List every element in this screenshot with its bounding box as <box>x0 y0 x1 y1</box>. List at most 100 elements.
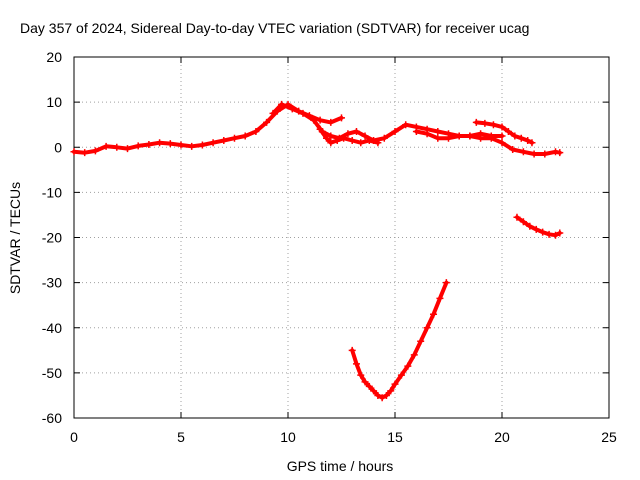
data-point <box>327 118 335 126</box>
data-point <box>410 351 418 359</box>
data-point <box>357 371 365 379</box>
data-point <box>344 130 352 138</box>
data-point <box>231 134 238 142</box>
data-point <box>188 142 196 150</box>
data-point <box>434 134 442 142</box>
data-point <box>81 149 89 157</box>
data-point <box>404 362 412 370</box>
data-point <box>472 118 480 126</box>
data-point <box>387 387 395 395</box>
data-point <box>102 142 110 150</box>
data-point <box>517 134 525 142</box>
data-point <box>288 105 296 113</box>
y-tick-label: -10 <box>42 184 62 200</box>
data-point <box>374 139 382 147</box>
data-point <box>333 136 341 144</box>
axis-ticks: 0 5 10 15 20 25 -60 -50 -40 -30 -20 -10 0 10 20 <box>42 49 617 445</box>
data-point <box>352 127 360 135</box>
data-point <box>541 150 549 158</box>
series-2 <box>316 125 382 147</box>
data-point <box>348 136 356 144</box>
series-trail <box>350 280 449 400</box>
series-3 <box>412 127 506 142</box>
x-tick-label: 15 <box>387 429 403 445</box>
x-tick-label: 25 <box>601 429 617 445</box>
y-axis-label: SDTVAR / TECUs <box>7 182 23 294</box>
data-point <box>434 127 442 135</box>
y-tick-label: -40 <box>42 320 62 336</box>
data-point <box>545 230 553 238</box>
data-point <box>391 127 399 135</box>
x-tick-label: 0 <box>70 429 78 445</box>
data-point <box>365 382 373 390</box>
y-tick-label: -50 <box>42 365 62 381</box>
y-tick-label: -20 <box>42 230 62 246</box>
series-6 <box>348 279 450 402</box>
data-point <box>528 139 536 147</box>
data-point <box>361 132 369 140</box>
data-point <box>504 127 512 135</box>
data-point <box>423 324 431 332</box>
data-point <box>526 222 534 230</box>
data-point <box>442 279 450 287</box>
data-point <box>316 116 324 124</box>
data-point <box>323 134 331 142</box>
data-point <box>402 121 410 129</box>
series-5 <box>513 213 564 239</box>
data-point <box>269 109 277 117</box>
data-point <box>498 132 506 140</box>
data-point <box>209 139 217 147</box>
data-point <box>382 391 390 399</box>
data-point <box>220 136 228 144</box>
data-point <box>156 139 164 147</box>
data-point <box>530 150 538 158</box>
data-point <box>412 127 420 135</box>
data-point <box>241 132 249 140</box>
series-0 <box>70 100 345 157</box>
data-point <box>556 229 564 237</box>
data-point <box>489 121 497 129</box>
data-point <box>445 134 452 142</box>
data-point <box>556 149 564 157</box>
data-point <box>466 132 474 140</box>
data-point <box>263 118 271 126</box>
y-tick-label: -60 <box>42 410 62 426</box>
data-point <box>352 360 360 368</box>
y-tick-label: 10 <box>46 94 62 110</box>
y-tick-label: 0 <box>54 139 62 155</box>
data-point <box>519 218 527 226</box>
y-tick-label: -30 <box>42 275 62 291</box>
data-point <box>310 116 318 124</box>
data-point <box>511 132 519 140</box>
data-point <box>513 213 521 221</box>
data-point <box>357 139 365 147</box>
data-point <box>299 109 307 117</box>
data-point <box>365 136 373 144</box>
data-point <box>70 148 78 156</box>
data-point <box>278 100 286 108</box>
data-point <box>498 139 506 147</box>
data-point <box>124 145 131 153</box>
data-point <box>532 225 540 233</box>
data-point <box>177 141 185 149</box>
data-point <box>327 132 335 140</box>
data-point <box>91 147 99 155</box>
data-point <box>374 391 382 399</box>
data-point <box>423 130 431 138</box>
data-point <box>519 148 527 156</box>
data-point <box>481 119 489 127</box>
x-axis-label: GPS time / hours <box>287 458 394 474</box>
data-point <box>539 228 547 236</box>
data-point <box>430 310 438 318</box>
data-point <box>113 143 121 151</box>
y-tick-label: 20 <box>46 49 62 65</box>
data-point <box>198 141 206 149</box>
data-point <box>316 125 324 133</box>
data-point <box>552 148 559 156</box>
data-point <box>348 346 356 354</box>
data-point <box>166 140 174 148</box>
series-4 <box>472 118 536 147</box>
data-point <box>252 127 260 135</box>
data-point <box>509 146 517 154</box>
